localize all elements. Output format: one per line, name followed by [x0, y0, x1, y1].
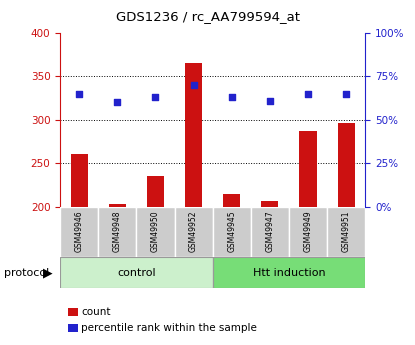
Text: GSM49945: GSM49945	[227, 210, 236, 252]
Text: Htt induction: Htt induction	[253, 268, 325, 277]
Point	[76, 91, 83, 97]
Bar	[98, 207, 137, 257]
Point	[190, 82, 197, 88]
Bar	[147, 176, 164, 207]
Bar	[71, 154, 88, 207]
Bar	[223, 194, 240, 207]
Text: GSM49948: GSM49948	[113, 210, 122, 252]
Bar	[137, 207, 175, 257]
Text: GSM49951: GSM49951	[342, 210, 351, 252]
Bar	[185, 63, 202, 207]
Text: control: control	[117, 268, 156, 277]
Bar	[327, 207, 365, 257]
Text: protocol: protocol	[4, 268, 49, 277]
Bar	[300, 131, 317, 207]
Point	[266, 98, 273, 104]
Text: count: count	[81, 307, 110, 317]
Bar	[109, 204, 126, 207]
Bar	[261, 201, 278, 207]
Text: GDS1236 / rc_AA799594_at: GDS1236 / rc_AA799594_at	[115, 10, 300, 23]
Point	[343, 91, 349, 97]
Bar	[289, 207, 327, 257]
Text: GSM49949: GSM49949	[303, 210, 312, 252]
Text: GSM49950: GSM49950	[151, 210, 160, 252]
Point	[228, 95, 235, 100]
Text: percentile rank within the sample: percentile rank within the sample	[81, 323, 257, 333]
Bar	[213, 257, 365, 288]
Bar	[212, 207, 251, 257]
Bar	[175, 207, 213, 257]
Bar	[251, 207, 289, 257]
Text: GSM49947: GSM49947	[265, 210, 274, 252]
Bar	[337, 124, 355, 207]
Text: GSM49946: GSM49946	[75, 210, 84, 252]
Bar	[60, 207, 98, 257]
Point	[114, 100, 121, 105]
Bar	[60, 257, 213, 288]
Text: ▶: ▶	[43, 266, 53, 279]
Point	[305, 91, 311, 97]
Text: GSM49952: GSM49952	[189, 210, 198, 252]
Point	[152, 95, 159, 100]
